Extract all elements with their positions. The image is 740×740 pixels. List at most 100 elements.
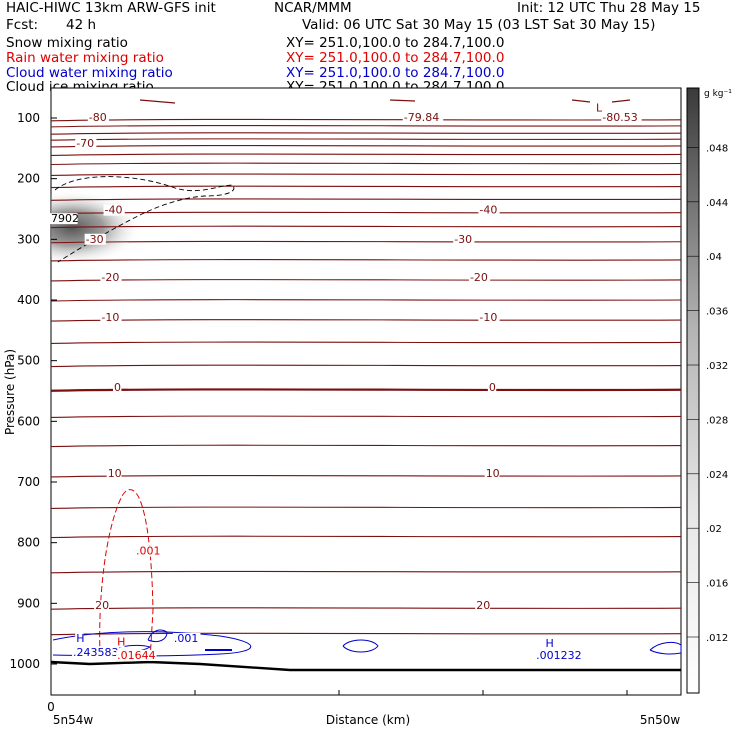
isotherm-label-9-bg bbox=[100, 271, 122, 283]
cloud-water-contour-5 bbox=[342, 639, 379, 653]
field-label-2: .001 bbox=[174, 632, 199, 645]
isotherm-9 bbox=[51, 198, 681, 201]
colorbar-tick-label-4: .028 bbox=[706, 415, 728, 426]
colorbar-tick-label-2: .02 bbox=[706, 524, 722, 535]
field-label-6-bg bbox=[116, 649, 157, 661]
isotherm-label-16-bg bbox=[484, 467, 500, 479]
isotherm-5 bbox=[51, 153, 681, 156]
isotherm-label-3-bg bbox=[601, 111, 642, 123]
field-label-8-bg bbox=[535, 649, 582, 661]
isotherm-27 bbox=[51, 632, 681, 636]
isotherm-label-7: -30 bbox=[86, 233, 104, 246]
colorbar-tick-label-8: .044 bbox=[706, 198, 728, 209]
y-tick-label-0: 100 bbox=[17, 111, 40, 125]
isotherm-label-6-bg bbox=[478, 204, 500, 216]
isotherm-label-13: 0 bbox=[114, 381, 121, 394]
y-tick-label-5: 600 bbox=[17, 414, 40, 428]
isotherm-label-8-bg bbox=[453, 233, 475, 245]
y-tick-label-9: 1000 bbox=[9, 657, 40, 671]
header-fcst-label: Fcst: bbox=[6, 17, 39, 33]
header-fcst-value: 42 h bbox=[66, 17, 97, 33]
field-label-7: H bbox=[546, 637, 554, 650]
isotherm-label-0-bg bbox=[87, 111, 109, 123]
y-axis: 100 200 300 400 500 600 700 800 900 1000 bbox=[9, 111, 57, 671]
field-label-0: 7902 bbox=[51, 212, 79, 225]
field-label-1: .001 bbox=[136, 545, 161, 558]
x-axis-label: Distance (km) bbox=[326, 713, 410, 727]
field-label-4: .243583 bbox=[73, 646, 119, 659]
snow-shading bbox=[51, 190, 142, 266]
isotherm-label-2-bg bbox=[594, 102, 604, 114]
isotherm-24 bbox=[51, 535, 681, 539]
isotherm-label-5: -40 bbox=[105, 204, 123, 217]
isotherm-15 bbox=[51, 299, 681, 302]
colorbar-tick-label-9: .048 bbox=[706, 143, 728, 154]
y-tick-label-3: 400 bbox=[17, 293, 40, 307]
isotherm-label-8: -30 bbox=[454, 233, 472, 246]
isotherm-fragments bbox=[139, 99, 631, 104]
isotherm-23 bbox=[51, 506, 681, 510]
isotherm-label-16: 10 bbox=[486, 467, 500, 480]
isotherm-19 bbox=[51, 388, 681, 392]
isotherm-13 bbox=[51, 259, 681, 262]
field-label-3: H bbox=[76, 632, 84, 645]
colorbar-tick-label-7: .04 bbox=[706, 252, 722, 263]
isotherm-0 bbox=[51, 118, 681, 122]
colorbar-tick-label-6: .036 bbox=[706, 307, 728, 318]
isotherm-label-14-bg bbox=[487, 381, 497, 393]
cloud-water-contour-3 bbox=[147, 629, 168, 643]
y-tick-label-8: 900 bbox=[17, 596, 40, 610]
field-label-rain: Rain water mixing ratio bbox=[6, 50, 164, 66]
field-xy-rain: XY= 251.0,100.0 to 284.7,100.0 bbox=[286, 50, 505, 66]
plot-frame bbox=[50, 87, 682, 696]
colorbar-tick-label-3: .024 bbox=[706, 470, 728, 481]
isotherm-11 bbox=[51, 225, 681, 229]
isotherm-12 bbox=[51, 240, 681, 244]
isotherm-17 bbox=[51, 341, 681, 345]
isotherm-label-11: -10 bbox=[101, 311, 119, 324]
isotherm-label-1: -79.84 bbox=[404, 111, 439, 124]
isotherm-26 bbox=[51, 607, 681, 610]
contour-labels: -80 -79.84 L-80.53 -70 -40 -40 -30 -30 -20 -20 -10… bbox=[50, 102, 642, 662]
isotherm-label-13-bg bbox=[113, 381, 122, 393]
field-label-0-bg bbox=[50, 213, 78, 225]
field-label-5-bg bbox=[116, 636, 125, 648]
isotherm-20 bbox=[51, 415, 681, 419]
field-label-cloudwater: Cloud water mixing ratio bbox=[6, 65, 173, 81]
isotherm-4 bbox=[51, 144, 681, 148]
field-label-8: .001232 bbox=[536, 649, 582, 662]
field-xy-cloudwater: XY= 251.0,100.0 to 284.7,100.0 bbox=[286, 65, 505, 81]
colorbar-unit: g kg⁻¹ bbox=[704, 89, 732, 99]
x-tick-0: 0 bbox=[47, 700, 55, 714]
y-tick-label-2: 300 bbox=[17, 232, 40, 246]
isotherm-7 bbox=[51, 173, 681, 176]
isotherm-label-4: -70 bbox=[76, 137, 94, 150]
field-xy-snow: XY= 251.0,100.0 to 284.7,100.0 bbox=[286, 35, 505, 51]
colorbar-tick-label-5: .032 bbox=[706, 361, 728, 372]
isotherm-25 bbox=[51, 570, 681, 574]
isotherm-3 bbox=[51, 138, 681, 141]
colorbar-tick-label-0: .012 bbox=[706, 633, 728, 644]
isotherm-label-17: 20 bbox=[95, 599, 109, 612]
isotherm-18 bbox=[51, 364, 681, 368]
isotherm-label-18: 20 bbox=[476, 599, 490, 612]
isotherm-label-3: -80.53 bbox=[602, 111, 637, 124]
isotherm-label-1-bg bbox=[402, 111, 444, 123]
cloud-ice-contour bbox=[54, 176, 235, 263]
field-label-2-bg bbox=[172, 632, 201, 644]
isotherm-label-6: -40 bbox=[479, 204, 497, 217]
field-label-snow: Snow mixing ratio bbox=[6, 35, 128, 51]
isotherm-label-14: 0 bbox=[489, 381, 496, 394]
y-tick-label-4: 500 bbox=[17, 354, 40, 368]
y-tick-label-1: 200 bbox=[17, 172, 40, 186]
colorbar: .012 .016 .02 .024 .028 .032 .036 .04 .044 .048 g… bbox=[686, 87, 732, 694]
isotherm-label-12: -10 bbox=[479, 311, 497, 324]
isotherm-1 bbox=[51, 124, 681, 128]
isotherm-label-18-bg bbox=[475, 600, 491, 612]
isotherm-label-12-bg bbox=[478, 312, 500, 324]
isotherm-2 bbox=[51, 132, 681, 135]
isotherm-label-7-bg bbox=[84, 233, 106, 245]
field-label-7-bg bbox=[544, 637, 553, 649]
cloud-water-contour-6 bbox=[649, 641, 681, 655]
